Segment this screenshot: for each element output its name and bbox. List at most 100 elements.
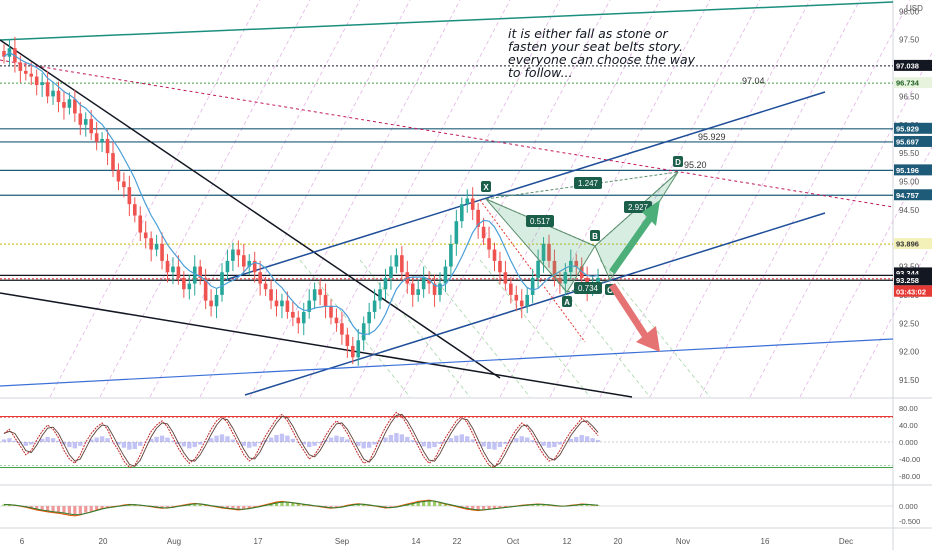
black-support-line[interactable] <box>0 292 633 398</box>
price-tag-box <box>894 274 932 286</box>
trend-lines[interactable] <box>0 1 894 398</box>
oscillator-histogram-bar <box>525 437 530 442</box>
oscillator-histogram-bar <box>154 436 159 442</box>
candle-body <box>252 260 257 273</box>
macd-histogram-bar <box>231 506 235 509</box>
candle-body <box>296 317 301 324</box>
candle-body <box>83 119 88 125</box>
oscillator-histogram-bar <box>110 442 116 443</box>
oscillator-histogram-bar <box>426 442 432 449</box>
candle-body <box>519 300 524 307</box>
oscillator-histogram-bar <box>285 435 290 442</box>
candle-body <box>258 272 262 284</box>
candle-body <box>143 232 148 239</box>
macd-histogram-bar <box>302 504 306 506</box>
time-tick-label: Sep <box>335 537 350 546</box>
macd-histogram-bar <box>531 504 535 506</box>
macd-histogram-bar <box>296 503 300 506</box>
candle-body <box>454 221 459 244</box>
harmonic-pattern[interactable]: X A B C D 0.517 0.734 1.247 2.927 97.04 95.929 95.2… <box>481 76 765 307</box>
oscillator-histogram-bar <box>208 438 214 442</box>
red-dotted-resistance[interactable] <box>0 59 894 208</box>
fib-channel-line <box>99 0 311 398</box>
candle-body <box>383 277 388 290</box>
macd-histogram-bar <box>476 506 480 511</box>
candle-body <box>318 289 322 295</box>
candle-body <box>547 243 551 261</box>
oscillator-histogram-bar <box>214 435 219 442</box>
oscillator-histogram-bar <box>595 440 601 442</box>
candle-body <box>105 138 110 154</box>
black-downtrend-line[interactable] <box>0 39 501 379</box>
candle-body <box>574 260 579 267</box>
pattern-ratio-label: 0.734 <box>578 284 599 293</box>
candle-body <box>274 300 279 307</box>
macd-histogram-bar <box>198 504 202 506</box>
teal-trendline[interactable] <box>0 1 894 41</box>
oscillator-histogram-bar <box>78 442 83 446</box>
candle-body <box>192 266 197 284</box>
oscillator-histogram-bar <box>307 442 312 448</box>
candle-body <box>171 266 175 273</box>
pattern-ratio-label: 2.927 <box>628 203 649 212</box>
candle-body <box>481 226 486 239</box>
oscillator-histogram-bar <box>1 439 7 442</box>
oscillator-histogram-bar <box>34 441 39 442</box>
candle-body <box>225 260 230 273</box>
candle-body <box>427 277 431 284</box>
macd-histogram-bar <box>242 506 246 509</box>
macd-histogram-bar <box>274 502 279 506</box>
oscillator-histogram-bar <box>181 442 187 447</box>
macd-histogram-bar <box>62 506 66 514</box>
oscillator-histogram-bar <box>252 442 257 447</box>
oscillator-histogram-bar <box>39 438 45 442</box>
oscillator-histogram-bar <box>230 439 236 442</box>
price-tick-label: 92.00 <box>899 348 920 357</box>
candle-body <box>138 215 143 233</box>
oscillator-histogram-bar <box>279 433 285 442</box>
price-tick-label: 92.50 <box>899 319 920 328</box>
price-tick-label: 96.50 <box>899 92 920 101</box>
oscillator-histogram-bar <box>350 442 355 443</box>
currency-label: USD <box>906 4 923 13</box>
macd-tick-label: -0.500 <box>899 517 920 526</box>
candle-body <box>389 266 393 278</box>
candle-body <box>563 272 568 284</box>
price-tag-label: 95.929 <box>896 124 919 133</box>
candle-body <box>247 260 252 267</box>
oscillator-histogram-bar <box>241 442 246 446</box>
candle-body <box>361 323 366 341</box>
oscillator-histogram-bar <box>557 442 563 445</box>
macd-histogram-bar <box>40 506 44 511</box>
bullish-arrow-shaft <box>609 215 653 275</box>
oscillator-histogram-bar <box>405 436 410 442</box>
oscillator-histogram-bar <box>356 442 361 446</box>
macd-histogram-bar <box>253 506 257 508</box>
oscillator-histogram-bar <box>443 440 448 442</box>
blue-long-support[interactable] <box>0 338 894 387</box>
macd-histogram-bar <box>56 506 61 513</box>
price-tick-label: 95.00 <box>899 177 920 186</box>
oscillator-histogram-bar <box>410 440 415 442</box>
candle-body <box>73 99 77 114</box>
candle-body <box>45 82 50 97</box>
pattern-point-badge <box>590 230 600 241</box>
macd-tick-label: 0.000 <box>899 502 918 511</box>
macd-histogram-bar <box>492 506 497 509</box>
oscillator-histogram-bar <box>219 434 225 442</box>
candle-body <box>514 294 519 301</box>
oscillator-histogram-bar <box>94 437 99 442</box>
oscillator-histogram-bar <box>388 434 394 442</box>
candle-body <box>378 289 382 301</box>
price-axis[interactable]: USD98.0097.5096.5096.0095.5095.0094.5093… <box>894 4 932 526</box>
macd-histogram-bar <box>356 503 360 506</box>
oscillator-histogram-bar <box>508 440 514 442</box>
oscillator-histogram-bar <box>465 436 470 442</box>
blue-channel-lower[interactable] <box>244 212 826 396</box>
blue-channel-upper[interactable] <box>224 91 826 281</box>
time-axis[interactable]: 6 20 Aug 17 Sep 14 22 Oct 12 20 Nov 16 Dec <box>20 537 853 546</box>
candle-body <box>34 76 39 86</box>
macd-histogram-bar <box>362 504 366 506</box>
